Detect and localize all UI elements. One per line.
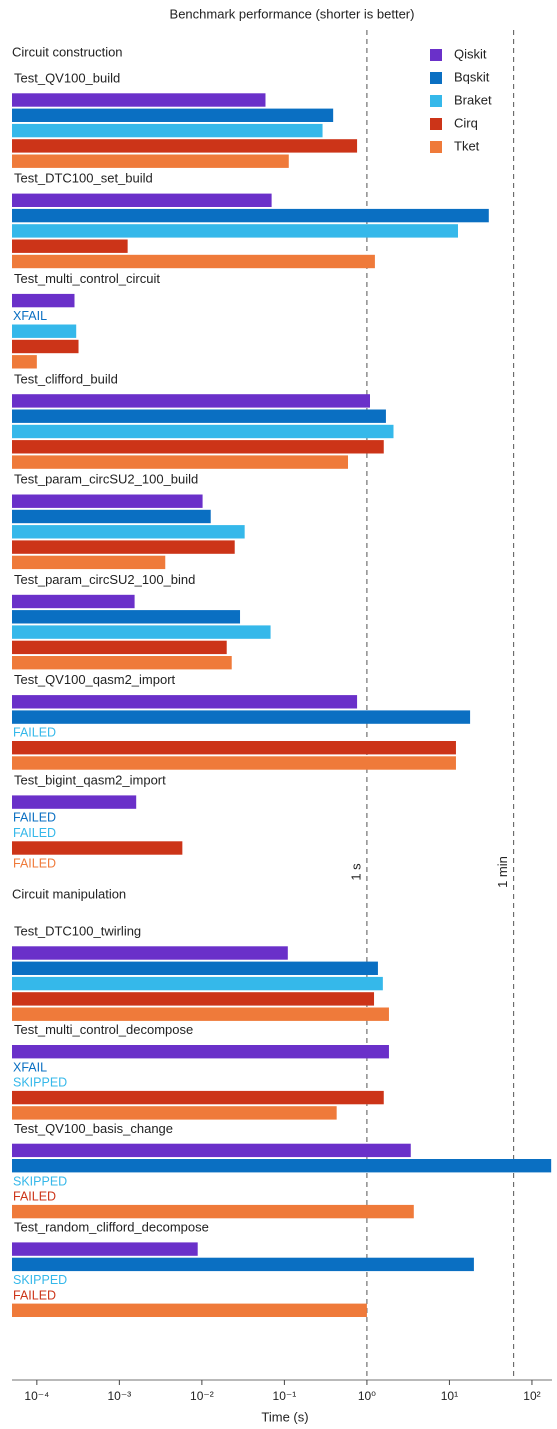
bar [12, 594, 135, 609]
category-label: Test_random_clifford_decompose [14, 1220, 209, 1235]
bar [12, 1143, 411, 1158]
bar [12, 324, 77, 338]
status-label: SKIPPED [13, 1174, 67, 1188]
bar [12, 409, 386, 423]
category-label: Test_multi_control_decompose [14, 1022, 193, 1037]
bar [12, 293, 75, 308]
status-label: FAILED [13, 1190, 56, 1204]
section-title: Circuit manipulation [12, 886, 126, 901]
bar [12, 355, 37, 369]
bar [12, 208, 489, 223]
bar [12, 1159, 552, 1173]
legend-swatch [430, 118, 442, 130]
bar [12, 424, 394, 439]
category-label: Test_QV100_build [14, 70, 120, 85]
bar [12, 640, 227, 655]
bar [12, 1106, 337, 1120]
category-label: Test_QV100_basis_change [14, 1121, 173, 1136]
bar [12, 139, 358, 153]
bar [12, 1303, 367, 1317]
legend-label: Cirq [454, 115, 478, 130]
bar [12, 695, 358, 709]
bar [12, 710, 471, 724]
status-label: XFAIL [13, 1060, 47, 1074]
category-label: Test_bigint_qasm2_import [14, 773, 166, 788]
bar [12, 1242, 198, 1256]
legend-label: Braket [454, 92, 492, 107]
reference-label: 1 s [348, 863, 363, 881]
bar [12, 1090, 384, 1105]
status-label: SKIPPED [13, 1273, 67, 1287]
category-label: Test_QV100_qasm2_import [14, 672, 176, 687]
bar [12, 1045, 389, 1059]
status-label: FAILED [13, 826, 56, 840]
x-tick-label: 10⁻² [190, 1389, 214, 1403]
bar [12, 440, 384, 454]
bar [12, 795, 137, 809]
bar [12, 540, 235, 554]
bar [12, 1257, 474, 1272]
x-tick-label: 10⁻³ [108, 1389, 132, 1403]
bar [12, 494, 203, 508]
bar [12, 123, 323, 138]
bar [12, 525, 245, 539]
bar [12, 108, 334, 122]
x-tick-label: 10⁰ [358, 1389, 376, 1403]
legend-label: Bqskit [454, 69, 490, 84]
category-label: Test_param_circSU2_100_build [14, 472, 198, 487]
x-axis-label: Time (s) [261, 1409, 308, 1424]
category-label: Test_DTC100_twirling [14, 923, 141, 938]
x-tick-label: 10¹ [441, 1389, 458, 1403]
bar [12, 555, 166, 570]
status-label: FAILED [13, 857, 56, 871]
bar [12, 455, 349, 469]
category-label: Test_DTC100_set_build [14, 171, 153, 186]
bar [12, 1204, 414, 1219]
x-tick-label: 10⁻¹ [273, 1389, 297, 1403]
bar [12, 625, 271, 639]
bar [12, 610, 241, 624]
bar [12, 224, 458, 238]
legend-swatch [430, 49, 442, 61]
x-tick-label: 10⁻⁴ [24, 1389, 49, 1403]
legend-swatch [430, 141, 442, 153]
bar [12, 193, 272, 207]
legend-swatch [430, 72, 442, 84]
category-label: Test_param_circSU2_100_bind [14, 572, 195, 587]
bar [12, 976, 383, 991]
reference-label: 1 min [495, 856, 510, 888]
status-label: FAILED [13, 1288, 56, 1302]
status-label: SKIPPED [13, 1076, 67, 1090]
status-label: XFAIL [13, 309, 47, 323]
chart-title: Benchmark performance (shorter is better… [170, 6, 415, 21]
bar [12, 509, 211, 524]
legend-label: Tket [454, 138, 480, 153]
bar [12, 154, 289, 168]
section-title: Circuit construction [12, 44, 123, 59]
status-label: FAILED [13, 811, 56, 825]
bar [12, 239, 128, 253]
bar [12, 254, 375, 269]
bar [12, 841, 183, 855]
legend-label: Qiskit [454, 46, 487, 61]
category-label: Test_multi_control_circuit [14, 271, 160, 286]
bar [12, 1007, 389, 1021]
category-label: Test_clifford_build [14, 371, 118, 386]
legend-swatch [430, 95, 442, 107]
bar [12, 756, 456, 770]
bar [12, 656, 232, 670]
bar [12, 741, 456, 755]
bar [12, 961, 378, 975]
bar [12, 93, 266, 107]
x-tick-label: 10² [523, 1389, 540, 1403]
bar [12, 946, 288, 960]
bar [12, 339, 79, 354]
bar [12, 394, 370, 408]
bar [12, 992, 375, 1006]
status-label: FAILED [13, 726, 56, 740]
